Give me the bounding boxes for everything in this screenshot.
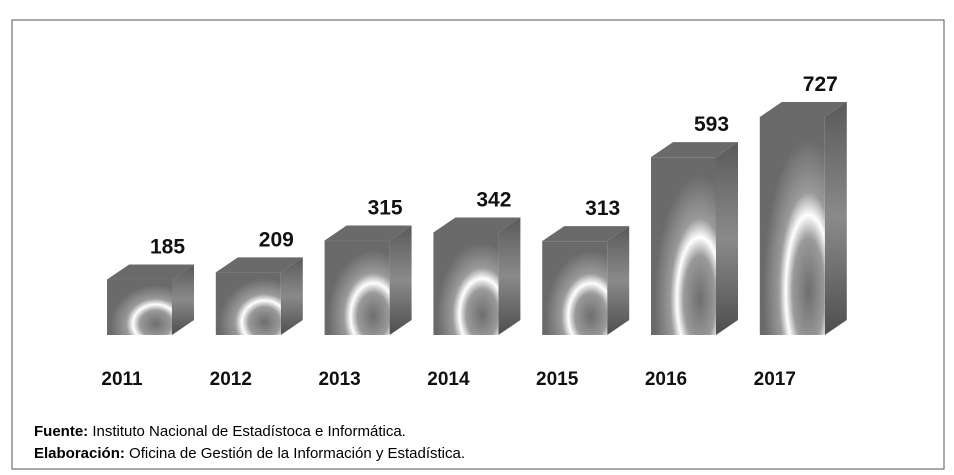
frame [11, 19, 945, 470]
x-tick-label: 2013 [318, 369, 360, 390]
bar [433, 232, 499, 335]
bar-top [759, 102, 847, 117]
bar-side [498, 217, 521, 335]
x-tick-label: 2016 [645, 369, 687, 390]
bar [651, 157, 716, 335]
x-tick-label: 2012 [210, 369, 252, 390]
data-label: 185 [150, 236, 185, 259]
bar-top [215, 257, 303, 273]
bar [107, 279, 172, 335]
bar [542, 241, 608, 335]
x-tick-label: 2015 [536, 369, 579, 390]
data-label: 342 [476, 188, 511, 211]
x-tick-label: 2011 [101, 369, 143, 390]
data-label: 313 [585, 197, 620, 220]
x-tick-label: 2014 [427, 369, 470, 390]
bar [324, 240, 390, 335]
bar-top [651, 142, 738, 158]
bar-side [607, 226, 630, 335]
bar-side [280, 257, 303, 335]
bar-top [433, 217, 521, 233]
credit-label: Elaboración: [34, 445, 125, 462]
bar-top [324, 225, 412, 241]
credit-text: Oficina de Gestión de la Información y E… [125, 445, 465, 462]
source-text: Instituto Nacional de Estadístoca e Info… [88, 423, 406, 440]
data-label: 315 [368, 197, 403, 220]
bar-side [389, 225, 412, 335]
credit: Elaboración: Oficina de Gestión de la In… [34, 445, 465, 462]
bar-side [172, 264, 194, 335]
bar-side [716, 142, 738, 335]
data-label: 209 [259, 228, 294, 251]
x-tick-label: 2017 [754, 369, 796, 390]
data-label: 593 [694, 113, 729, 136]
bar-side [824, 102, 847, 335]
bar [759, 117, 825, 335]
bar [215, 272, 281, 335]
bar-top [107, 264, 194, 280]
bar-top [542, 226, 630, 242]
data-label: 727 [803, 73, 838, 96]
source-label: Fuente: [34, 423, 88, 440]
source: Fuente: Instituto Nacional de Estadístoc… [34, 423, 406, 440]
